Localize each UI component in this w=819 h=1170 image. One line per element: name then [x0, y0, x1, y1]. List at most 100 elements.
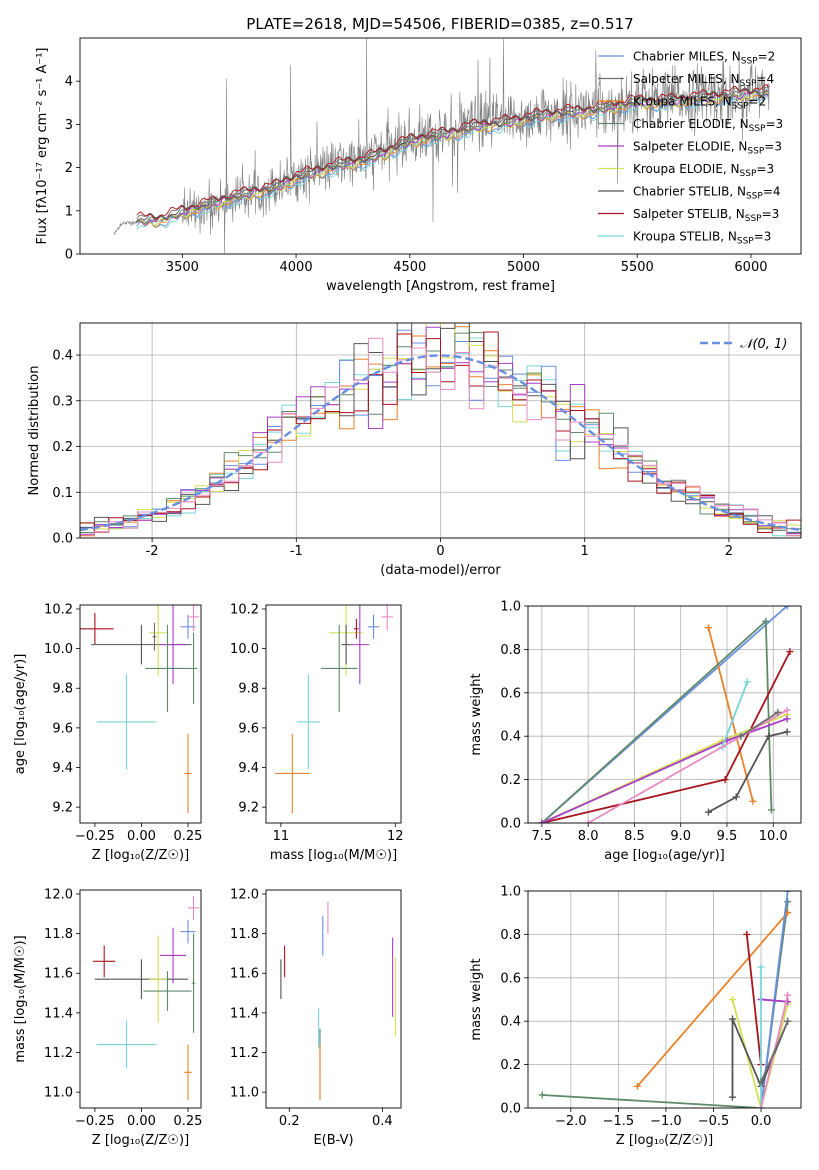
x-tick-label: 0.25 — [173, 1114, 202, 1129]
age-vs-mass-frame — [265, 604, 402, 824]
series-line — [731, 999, 789, 1108]
error-point — [296, 674, 320, 770]
x-tick-label: 10.0 — [759, 829, 788, 844]
series-marker — [783, 706, 791, 714]
massweight-vs-age-axes: 7.5 8.0 8.5 9.0 9.5 10.0 0.0 0.2 0.4 0.6 0.8 1.0 age… — [469, 600, 802, 863]
age-vs-Z-frame — [79, 604, 202, 824]
y-tick-label: 0.0 — [500, 817, 521, 832]
mass-vs-EBV-plot — [280, 901, 396, 1101]
y-axis-label: age [log₁₀(age/yr)] — [13, 654, 28, 775]
series-line — [745, 934, 762, 1065]
legend-label: Kroupa ELODIE, NSSP=3 — [633, 162, 774, 179]
y-tick-label: 11.8 — [44, 927, 73, 942]
mass-vs-Z-plot — [93, 895, 200, 1101]
y-tick-label: 9.8 — [52, 682, 73, 697]
y-tick-label: 11.2 — [230, 1046, 259, 1061]
series-marker — [737, 732, 745, 740]
y-tick-label: 0.2 — [500, 1058, 521, 1073]
x-tick-label: −1.5 — [603, 1114, 635, 1129]
x-tick-label: 9.5 — [717, 829, 738, 844]
mass-vs-Z-axes: −0.25 0.00 0.25 11.0 11.2 11.4 11.6 11.8 12.0 Z [… — [13, 887, 202, 1148]
x-tick-label: 0.0 — [751, 1114, 772, 1129]
series-line — [587, 709, 788, 823]
y-axis-label: mass [log₁₀(M/M☉)] — [13, 935, 28, 1062]
series-marker — [729, 996, 737, 1003]
series-line — [636, 912, 789, 1087]
y-tick-label: 1.0 — [500, 885, 521, 900]
series-marker — [767, 806, 775, 814]
series-salpeter-elodie — [538, 715, 791, 823]
error-point — [180, 919, 196, 944]
legend-label: Salpeter ELODIE, NSSP=3 — [633, 140, 782, 157]
series-marker — [783, 728, 791, 736]
series-marker — [757, 963, 765, 971]
error-point — [184, 1044, 192, 1101]
x-tick-label: 7.5 — [532, 829, 553, 844]
gaussian-curve — [80, 354, 801, 532]
y-tick-label: 11.4 — [230, 1006, 259, 1021]
error-point — [341, 624, 351, 665]
x-tick-label: 9.0 — [670, 829, 691, 844]
series-marker — [538, 819, 546, 823]
y-tick-label: 3 — [65, 118, 73, 133]
massweight-vs-age-frame — [527, 605, 802, 824]
x-axis-label: Z [log₁₀(Z/Z☉)] — [616, 1133, 713, 1148]
error-point — [80, 612, 114, 645]
legend-label: Chabrier MILES, NSSP=2 — [633, 50, 775, 67]
y-tick-label: 0.0 — [52, 532, 73, 547]
x-axis-label: mass [log₁₀(M/M☉)] — [270, 848, 397, 863]
y-tick-label: 0.4 — [500, 730, 521, 745]
x-tick-label: 1 — [581, 544, 589, 559]
x-tick-label: 0.00 — [127, 1114, 156, 1129]
figure-title: PLATE=2618, MJD=54506, FIBERID=0385, z=0… — [246, 15, 633, 33]
legend-label: Kroupa MILES, NSSP=2 — [633, 95, 766, 112]
x-axis-label: wavelength [Angstrom, rest frame] — [326, 279, 555, 294]
error-point — [160, 927, 187, 984]
y-axis-label: Flux [fλ10⁻¹⁷ erg cm⁻² s⁻¹ A⁻¹] — [35, 48, 50, 245]
error-point — [180, 614, 196, 639]
y-tick-label: 4 — [65, 75, 73, 90]
series-chabrier-stelib — [704, 728, 791, 816]
massweight-vs-Z-frame — [527, 890, 802, 1109]
error-point — [148, 605, 168, 677]
series-salpeter-miles — [737, 708, 782, 740]
y-tick-label: 1 — [65, 204, 73, 219]
y-tick-label: 10.2 — [230, 602, 259, 617]
series-marker — [784, 891, 792, 895]
massweight-vs-Z-plot — [538, 891, 792, 1108]
y-tick-label: 0.2 — [52, 440, 73, 455]
y-tick-label: 10.0 — [230, 642, 259, 657]
series-marker — [721, 776, 729, 784]
histogram-extra — [80, 337, 801, 537]
spectrum-frame — [79, 37, 802, 255]
spectrum-axes: 3500 4000 4500 5000 5500 6000 0 1 2 3 4 wavelength … — [35, 37, 802, 294]
series-marker — [749, 797, 757, 805]
residuals-ticks: -2 -1 0 1 2 0.0 0.1 0.2 0.3 0.4 — [52, 349, 733, 559]
x-tick-label: −1.0 — [650, 1114, 682, 1129]
series-marker — [783, 606, 791, 610]
residuals-plot — [80, 323, 801, 537]
y-tick-label: 0.4 — [500, 1015, 521, 1030]
error-point — [187, 895, 200, 920]
error-point — [320, 624, 358, 713]
model-line-salpeter-stelib — [136, 84, 770, 220]
x-tick-label: 8.5 — [624, 829, 645, 844]
x-tick-label: 11 — [273, 829, 290, 844]
x-tick-label: 4500 — [393, 260, 426, 275]
series-line — [542, 901, 789, 1108]
model-line-kroupa-stelib — [136, 95, 769, 230]
x-tick-label: 12 — [387, 829, 404, 844]
series-line — [721, 681, 749, 748]
x-tick-label: −0.25 — [75, 1114, 115, 1129]
series-marker — [784, 1017, 792, 1025]
x-tick-label: 4000 — [280, 260, 313, 275]
x-axis-label: Z [log₁₀(Z/Z☉)] — [92, 848, 189, 863]
x-tick-label: −2.0 — [555, 1114, 587, 1129]
age-vs-Z-plot — [80, 605, 200, 814]
x-tick-label: 0 — [436, 544, 444, 559]
error-point — [381, 605, 393, 631]
series-line — [760, 998, 788, 1003]
series-line — [760, 1020, 789, 1083]
massweight-vs-age-plot — [538, 606, 794, 823]
